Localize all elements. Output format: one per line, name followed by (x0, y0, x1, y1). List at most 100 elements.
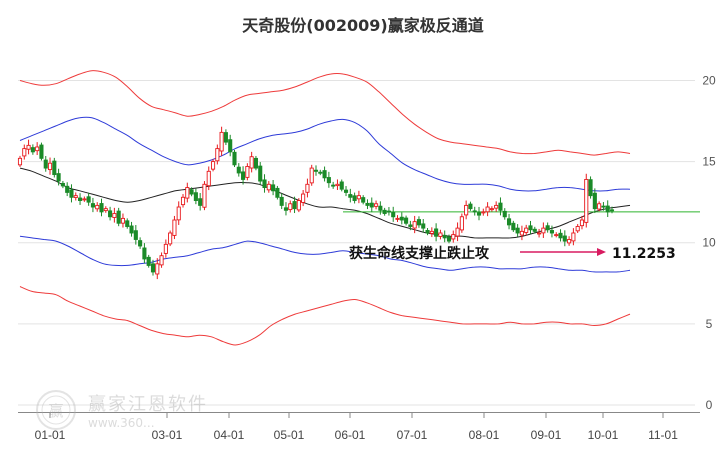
candle-body (472, 210, 477, 213)
candle-body (180, 196, 186, 206)
upper-outer-band-line (19, 70, 631, 156)
candle-body (133, 230, 138, 240)
candle-body (69, 189, 74, 198)
candle-body (52, 160, 57, 176)
chart-title: 天奇股份(002009)赢家极反通道 (242, 16, 484, 35)
candle-body (223, 132, 228, 143)
y-tick-label: 0 (706, 398, 713, 412)
candle-body (494, 204, 499, 209)
candle-body (236, 166, 241, 174)
candle-body (571, 232, 576, 242)
candle-body (26, 144, 31, 150)
candle-body (541, 227, 546, 234)
candle-body (481, 211, 486, 214)
candle-body (56, 173, 61, 182)
candle-body (168, 232, 173, 245)
candle-body (43, 159, 48, 169)
candle-body (515, 227, 520, 234)
candle-body (421, 223, 426, 229)
candle-body (326, 177, 331, 184)
candle-body (189, 189, 194, 195)
candle-body (103, 208, 108, 212)
candle-body (545, 225, 550, 231)
candle-body (78, 197, 83, 201)
candle-body (404, 217, 409, 224)
candle-body (73, 195, 78, 199)
candle-body (352, 195, 357, 201)
candle-body (519, 230, 524, 236)
candle-body (219, 131, 224, 152)
candle-body (305, 183, 310, 193)
candle-body (17, 157, 23, 166)
candle-body (65, 185, 70, 193)
lower-outer-band-line (19, 286, 631, 346)
candle-body (468, 203, 473, 210)
candle-body (339, 181, 344, 190)
x-tick-label: 05-01 (274, 428, 305, 442)
candle-body (455, 227, 460, 237)
candle-body (288, 203, 293, 211)
candle-body (95, 204, 100, 210)
candle-body (391, 212, 396, 218)
arrow-head-icon (597, 248, 606, 256)
candle-body (258, 165, 263, 182)
candle-body (502, 210, 507, 218)
x-tick-label: 09-01 (531, 428, 562, 442)
middle-line (19, 167, 631, 239)
candle-body (125, 220, 130, 227)
candle-body (489, 208, 494, 211)
candle-body (464, 204, 469, 216)
candle-body (584, 178, 589, 223)
candle-body (275, 187, 280, 198)
candle-body (35, 146, 40, 152)
candle-body (331, 184, 336, 187)
candle-body (365, 202, 370, 206)
candle-body (434, 228, 439, 237)
watermark-logo-icon: 赢 (36, 390, 76, 430)
x-tick-label: 08-01 (469, 428, 500, 442)
candle-body (476, 212, 482, 216)
candle-body (597, 203, 602, 210)
y-tick-label: 15 (702, 155, 716, 169)
candle-body (241, 171, 246, 180)
candle-body (112, 213, 117, 218)
channel-lines (19, 70, 700, 346)
candle-body (193, 192, 198, 201)
x-tick-label: 10-01 (588, 428, 619, 442)
candle-body (399, 216, 404, 221)
candle-body (537, 232, 542, 235)
candle-body (283, 207, 289, 211)
candle-body (567, 239, 572, 244)
x-tick-label: 11-01 (648, 428, 678, 442)
candle-body (549, 230, 554, 234)
y-tick-label: 10 (702, 236, 716, 250)
candle-body (361, 197, 366, 203)
candle-body (108, 210, 113, 218)
candle-body (146, 256, 151, 266)
candle-body (292, 201, 297, 210)
candle-body (592, 192, 597, 210)
price-label: 11.2253 (612, 246, 676, 262)
candle-body (562, 235, 567, 242)
candle-body (451, 234, 456, 240)
candle-body (155, 263, 160, 275)
candle-body (322, 170, 327, 179)
candle-body (159, 255, 164, 266)
candle-body (609, 209, 615, 212)
x-tick-label: 07-01 (397, 428, 428, 442)
candle-body (601, 205, 606, 208)
watermark-logo-text: 赢 (48, 402, 63, 420)
candle-body (588, 179, 593, 197)
x-tick-label: 04-01 (214, 428, 245, 442)
candle-body (442, 234, 447, 239)
candle-body (296, 200, 301, 211)
candle-body (262, 179, 267, 189)
candle-body (60, 182, 65, 187)
candle-body (605, 205, 610, 213)
candle-body (82, 198, 87, 201)
candle-body (215, 148, 220, 162)
y-tick-label: 5 (706, 317, 713, 331)
candle-body (318, 171, 323, 174)
candle-body (382, 209, 387, 214)
candle-body (309, 167, 314, 184)
